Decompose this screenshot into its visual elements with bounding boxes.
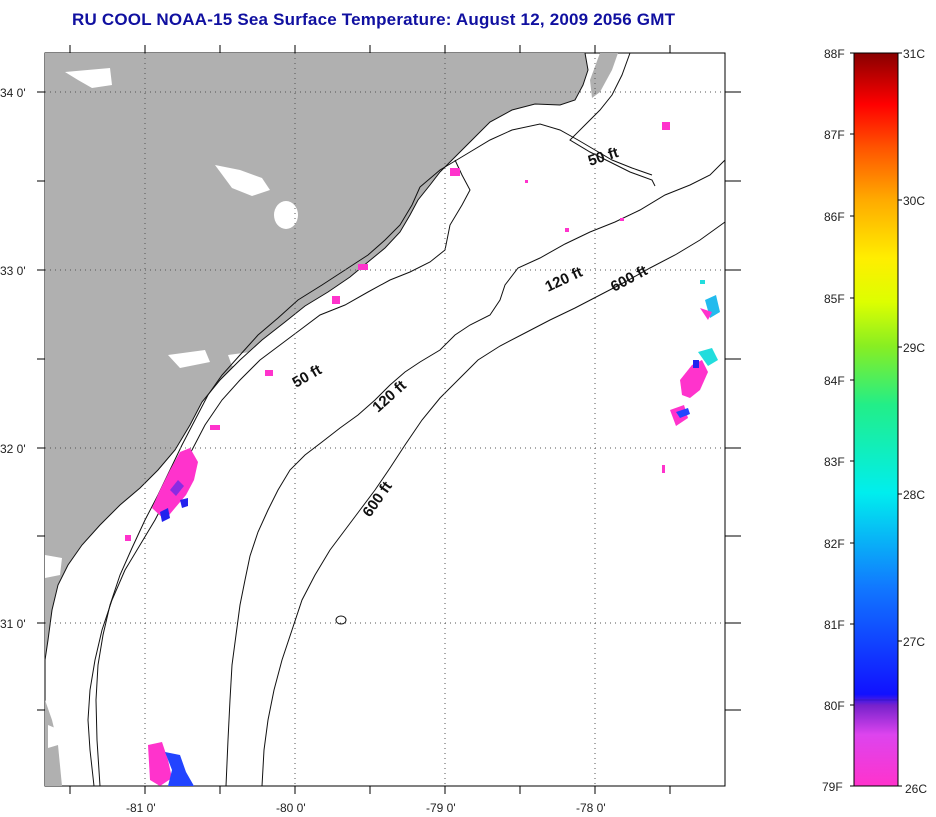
cb-f-84: 84F [824, 374, 845, 388]
contour-120ft [225, 159, 726, 787]
lon-label-81: -81 0' [126, 801, 156, 815]
lat-label-31: 31 0' [0, 617, 26, 631]
contour-50ft [95, 123, 653, 787]
sst-patch-nearshore [152, 448, 198, 522]
cape-land [590, 53, 618, 98]
cb-f-80: 80F [824, 699, 845, 713]
sst-patch-southwest [148, 742, 194, 786]
colorbar-ticks [850, 52, 902, 787]
cb-f-85: 85F [824, 292, 845, 306]
cb-c-28: 28C [903, 488, 925, 502]
cb-f-82: 82F [824, 537, 845, 551]
inland-water [45, 68, 298, 748]
cb-f-86: 86F [824, 210, 845, 224]
map-title: RU COOL NOAA-15 Sea Surface Temperature:… [72, 10, 676, 29]
colorbar-gradient [853, 52, 899, 787]
sst-patch-small-pink [125, 122, 670, 541]
sst-patch-offshore [662, 280, 720, 473]
cb-c-27: 27C [903, 635, 925, 649]
cb-f-81: 81F [824, 618, 845, 632]
lon-label-79: -79 0' [426, 801, 456, 815]
lat-label-34: 34 0' [0, 86, 26, 100]
lat-label-33: 33 0' [0, 264, 26, 278]
coastline [44, 52, 589, 661]
colorbar: 88F 87F 86F 85F 84F 83F 82F 81F 80F 79F … [822, 47, 927, 796]
cb-f-79: 79F [822, 780, 843, 794]
axis-ticks [37, 45, 741, 794]
cb-c-31: 31C [903, 47, 925, 61]
cb-f-87: 87F [824, 128, 845, 142]
lat-label-32: 32 0' [0, 442, 26, 456]
cb-c-30: 30C [903, 194, 925, 208]
cb-c-26: 26C [905, 782, 927, 796]
cb-f-88: 88F [824, 47, 845, 61]
lon-label-78: -78 0' [576, 801, 606, 815]
barrier-islands [87, 159, 471, 787]
grid-lines [45, 53, 725, 786]
sst-patches [125, 122, 720, 786]
seamount-ring [335, 615, 347, 625]
contour-600ft [261, 221, 726, 787]
cb-c-29: 29C [903, 341, 925, 355]
cb-f-83: 83F [824, 455, 845, 469]
land-mass [45, 53, 588, 660]
lon-label-80: -80 0' [276, 801, 306, 815]
cape-fear-coast [569, 52, 656, 187]
